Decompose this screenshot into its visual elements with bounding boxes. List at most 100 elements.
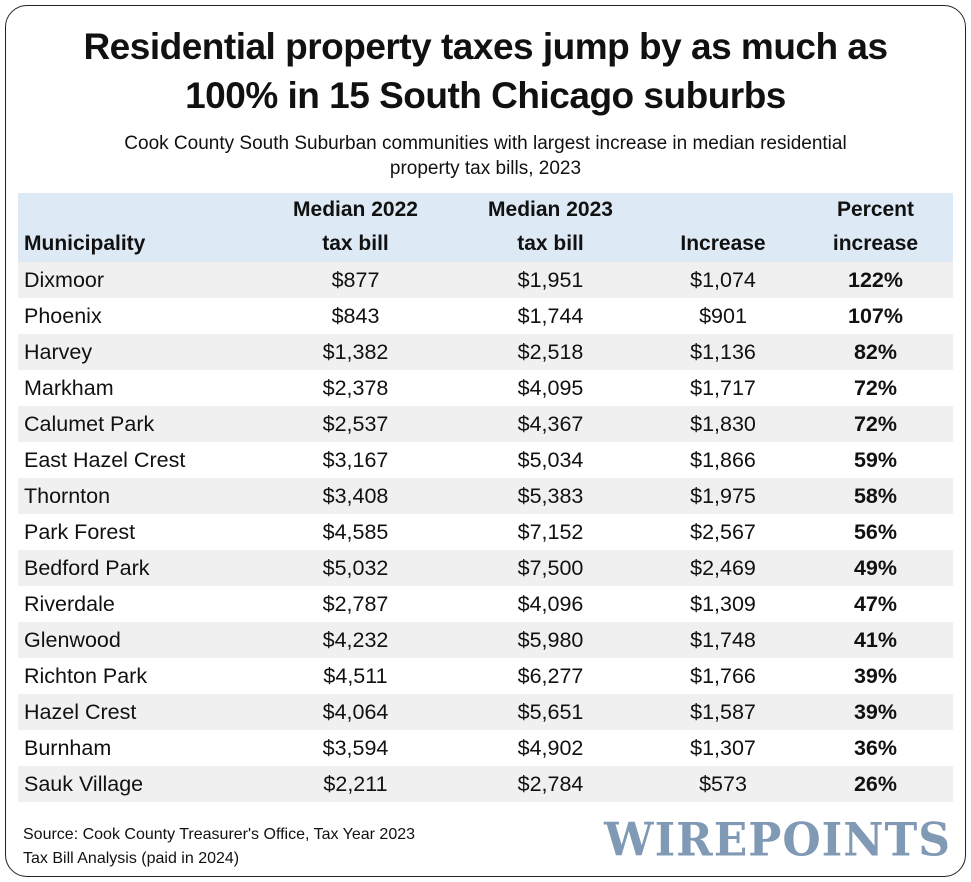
cell-percent-increase: 56% xyxy=(853,519,898,544)
cell-municipality: Dixmoor xyxy=(18,262,258,298)
cell-median-2023: $5,651 xyxy=(453,694,648,730)
column-header-median-2023: Median 2023 tax bill xyxy=(453,193,648,262)
cell-median-2023: $4,096 xyxy=(517,591,584,616)
cell-median-2022: $2,378 xyxy=(322,375,389,400)
cell-median-2023: $2,784 xyxy=(453,766,648,802)
header-line-2: tax bill xyxy=(322,232,389,255)
cell-municipality: Thornton xyxy=(18,478,258,514)
cell-increase: $1,587 xyxy=(648,694,798,730)
cell-increase: $1,866 xyxy=(690,447,756,472)
cell-municipality: Glenwood xyxy=(18,622,258,658)
cell-percent-increase: 47% xyxy=(853,591,898,616)
cell-median-2023: $5,383 xyxy=(453,478,648,514)
header-line-2: tax bill xyxy=(517,232,584,255)
title-line-1: Residential property taxes jump by as mu… xyxy=(83,26,888,67)
table-row: Burnham $3,594 $4,902 $1,307 36% xyxy=(18,730,953,766)
cell-median-2022: $3,594 xyxy=(322,735,389,760)
table-row: Park Forest $4,585 $7,152 $2,567 56% xyxy=(18,514,953,550)
cell-municipality: Markham xyxy=(24,375,114,400)
cell-municipality: Bedford Park xyxy=(18,550,258,586)
cell-municipality: Sauk Village xyxy=(18,766,258,802)
subtitle: Cook County South Suburban communities w… xyxy=(0,131,971,181)
cell-percent-increase: 82% xyxy=(798,334,953,370)
cell-increase: $1,748 xyxy=(648,622,798,658)
cell-median-2022: $2,211 xyxy=(258,766,453,802)
cell-median-2022: $2,537 xyxy=(258,406,453,442)
cell-median-2022: $4,232 xyxy=(258,622,453,658)
source-note: Source: Cook County Treasurer's Office, … xyxy=(23,823,415,871)
title-line-2: 100% in 15 South Chicago suburbs xyxy=(185,75,786,116)
source-line-2: Tax Bill Analysis (paid in 2024) xyxy=(23,850,240,867)
cell-municipality: Calumet Park xyxy=(18,406,258,442)
tax-table: Municipality Median 2022 tax bill Median … xyxy=(18,193,953,802)
cell-median-2023: $7,152 xyxy=(517,519,584,544)
cell-percent-increase: 49% xyxy=(798,550,953,586)
column-header-municipality: Municipality xyxy=(18,193,258,262)
cell-median-2022: $877 xyxy=(258,262,453,298)
table-row: Sauk Village $2,211 $2,784 $573 26% xyxy=(18,766,953,802)
header-line-1: Median 2023 xyxy=(488,198,613,221)
table-row: Phoenix $843 $1,744 $901 107% xyxy=(18,298,953,334)
table-row: Richton Park $4,511 $6,277 $1,766 39% xyxy=(18,658,953,694)
column-header-median-2022: Median 2022 tax bill xyxy=(258,193,453,262)
cell-median-2022: $1,382 xyxy=(258,334,453,370)
cell-municipality: Harvey xyxy=(18,334,258,370)
table-row: Calumet Park $2,537 $4,367 $1,830 72% xyxy=(18,406,953,442)
cell-median-2022: $4,511 xyxy=(323,663,388,688)
cell-median-2022: $4,585 xyxy=(322,519,389,544)
cell-increase: $573 xyxy=(648,766,798,802)
table-row: Glenwood $4,232 $5,980 $1,748 41% xyxy=(18,622,953,658)
cell-median-2023: $6,277 xyxy=(517,663,584,688)
header-line-2: increase xyxy=(832,232,919,255)
page-title: Residential property taxes jump by as mu… xyxy=(0,22,971,120)
cell-increase: $901 xyxy=(699,303,747,328)
cell-increase: $1,309 xyxy=(690,591,756,616)
cell-median-2023: $2,518 xyxy=(453,334,648,370)
cell-median-2023: $4,095 xyxy=(517,375,584,400)
table-row: Thornton $3,408 $5,383 $1,975 58% xyxy=(18,478,953,514)
table-row: East Hazel Crest $3,167 $5,034 $1,866 59% xyxy=(18,442,953,478)
cell-median-2022: $3,167 xyxy=(322,447,389,472)
cell-median-2023: $7,500 xyxy=(453,550,648,586)
cell-percent-increase: 72% xyxy=(853,375,898,400)
cell-percent-increase: 58% xyxy=(798,478,953,514)
cell-municipality: Burnham xyxy=(24,735,112,760)
cell-median-2022: $843 xyxy=(331,303,380,328)
cell-median-2023: $1,744 xyxy=(517,303,584,328)
cell-municipality: Park Forest xyxy=(24,519,136,544)
cell-median-2023: $5,980 xyxy=(453,622,648,658)
cell-increase: $2,567 xyxy=(690,519,756,544)
cell-increase: $1,766 xyxy=(690,663,756,688)
cell-percent-increase: 122% xyxy=(798,262,953,298)
cell-increase: $1,074 xyxy=(648,262,798,298)
cell-municipality: Richton Park xyxy=(24,663,148,688)
cell-percent-increase: 26% xyxy=(798,766,953,802)
column-header-increase: Increase xyxy=(648,193,798,262)
cell-percent-increase: 107% xyxy=(848,303,903,328)
cell-increase: $1,975 xyxy=(648,478,798,514)
cell-percent-increase: 41% xyxy=(798,622,953,658)
header-line-1: Median 2022 xyxy=(293,198,418,221)
subtitle-line-2: property tax bills, 2023 xyxy=(389,158,582,179)
cell-increase: $2,469 xyxy=(648,550,798,586)
cell-median-2022: $4,064 xyxy=(258,694,453,730)
cell-increase: $1,307 xyxy=(690,735,756,760)
table-row: Riverdale $2,787 $4,096 $1,309 47% xyxy=(18,586,953,622)
cell-percent-increase: 36% xyxy=(853,735,898,760)
cell-municipality: Riverdale xyxy=(24,591,115,616)
cell-median-2022: $3,408 xyxy=(258,478,453,514)
cell-median-2023: $5,034 xyxy=(517,447,584,472)
cell-municipality: Hazel Crest xyxy=(18,694,258,730)
cell-percent-increase: 39% xyxy=(798,694,953,730)
cell-municipality: East Hazel Crest xyxy=(24,447,186,472)
cell-increase: $1,136 xyxy=(648,334,798,370)
source-line-1: Source: Cook County Treasurer's Office, … xyxy=(23,826,416,843)
cell-percent-increase: 72% xyxy=(798,406,953,442)
cell-percent-increase: 59% xyxy=(853,447,898,472)
cell-median-2023: $1,951 xyxy=(453,262,648,298)
wirepoints-logo: WIREPOINTS xyxy=(604,813,951,868)
table-row: Markham $2,378 $4,095 $1,717 72% xyxy=(18,370,953,406)
table-row: Bedford Park $5,032 $7,500 $2,469 49% xyxy=(18,550,953,586)
cell-percent-increase: 39% xyxy=(853,663,898,688)
table-row: Harvey $1,382 $2,518 $1,136 82% xyxy=(18,334,953,370)
